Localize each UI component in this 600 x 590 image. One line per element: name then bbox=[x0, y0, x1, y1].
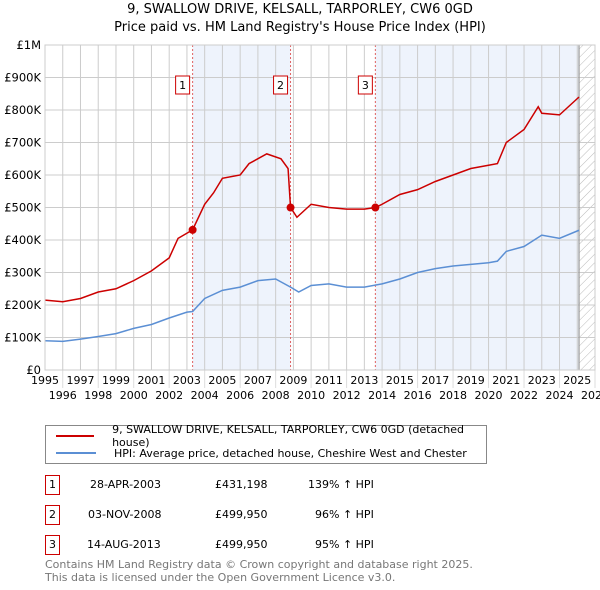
sale-label-box bbox=[273, 75, 289, 95]
y-tick-label: £800K bbox=[4, 103, 41, 117]
sale-point bbox=[286, 203, 295, 212]
sale-price: £499,950 bbox=[215, 508, 268, 521]
y-tick-label: £1M bbox=[16, 38, 41, 52]
x-tick-label: 2004 bbox=[191, 389, 219, 402]
series-line bbox=[44, 96, 580, 303]
x-tick-label: 1996 bbox=[49, 389, 77, 402]
x-tick-label: 2003 bbox=[173, 374, 201, 387]
legend-item-hpi: HPI: Average price, detached house, Ches… bbox=[46, 445, 467, 461]
footer: Contains HM Land Registry data © Crown c… bbox=[45, 558, 473, 584]
x-tick-label: 2007 bbox=[244, 374, 272, 387]
chart-title: 9, SWALLOW DRIVE, KELSALL, TARPORLEY, CW… bbox=[127, 2, 473, 17]
x-tick-label: 2021 bbox=[492, 374, 520, 387]
x-tick-label: 1997 bbox=[66, 374, 94, 387]
footer-line: This data is licensed under the Open Gov… bbox=[45, 571, 396, 584]
table-row: 2 03-NOV-2008 £499,950 96% ↑ HPI bbox=[45, 505, 485, 525]
y-tick-label: £200K bbox=[4, 298, 41, 312]
x-tick-label: 2002 bbox=[155, 389, 183, 402]
sale-point bbox=[188, 225, 197, 234]
sale-marker: 3 bbox=[45, 535, 60, 555]
x-tick-label: 2015 bbox=[386, 374, 414, 387]
sale-date: 03-NOV-2008 bbox=[88, 508, 162, 521]
chart-subtitle: Price paid vs. HM Land Registry's House … bbox=[114, 20, 486, 35]
sale-hpi: 139% ↑ HPI bbox=[308, 478, 374, 491]
sale-label: 2 bbox=[277, 79, 284, 92]
x-tick-label: 2019 bbox=[457, 374, 485, 387]
y-tick-label: £600K bbox=[4, 168, 41, 182]
x-tick-label: 2023 bbox=[528, 374, 556, 387]
legend-item-property: 9, SWALLOW DRIVE, KELSALL, TARPORLEY, CW… bbox=[46, 423, 486, 449]
x-tick-label: 2008 bbox=[262, 389, 290, 402]
sale-price: £431,198 bbox=[215, 478, 268, 491]
y-tick-label: £300K bbox=[4, 266, 41, 280]
sale-hpi: 96% ↑ HPI bbox=[315, 508, 374, 521]
x-tick-label: 2006 bbox=[226, 389, 254, 402]
x-tick-label: 2000 bbox=[120, 389, 148, 402]
x-tick-label: 2014 bbox=[368, 389, 396, 402]
x-tick-label: 2005 bbox=[208, 374, 236, 387]
x-tick-label: 2017 bbox=[421, 374, 449, 387]
sale-label: 3 bbox=[362, 79, 369, 92]
sale-label-box bbox=[175, 75, 191, 95]
table-row: 1 28-APR-2003 £431,198 139% ↑ HPI bbox=[45, 475, 485, 495]
x-tick-label: 2012 bbox=[333, 389, 361, 402]
x-tick-label: 2010 bbox=[297, 389, 325, 402]
y-tick-label: £900K bbox=[4, 71, 41, 85]
x-tick-label: 1998 bbox=[84, 389, 112, 402]
x-tick-label: 2011 bbox=[315, 374, 343, 387]
sale-label: 1 bbox=[179, 79, 186, 92]
sale-date: 28-APR-2003 bbox=[90, 478, 162, 491]
legend-swatch-blue bbox=[56, 452, 96, 454]
x-tick-label: 2013 bbox=[350, 374, 378, 387]
sale-label-box bbox=[357, 75, 373, 95]
x-tick-label: 2001 bbox=[137, 374, 165, 387]
y-tick-label: £700K bbox=[4, 136, 41, 150]
sale-hpi: 95% ↑ HPI bbox=[315, 538, 374, 551]
legend-swatch-red bbox=[56, 435, 95, 437]
x-tick-label: 2009 bbox=[279, 374, 307, 387]
legend: 9, SWALLOW DRIVE, KELSALL, TARPORLEY, CW… bbox=[45, 423, 487, 464]
footer-line: Contains HM Land Registry data © Crown c… bbox=[45, 558, 473, 571]
price-chart: 1995 1996 1997 1998 1999 2000 2001 2002 2003 2004… bbox=[4, 38, 600, 402]
legend-label: HPI: Average price, detached house, Ches… bbox=[114, 446, 467, 460]
y-tick-label: £0 bbox=[26, 363, 41, 377]
table-row: 3 14-AUG-2013 £499,950 95% ↑ HPI bbox=[45, 535, 485, 555]
y-tick-label: £100K bbox=[4, 331, 41, 345]
sale-date: 14-AUG-2013 bbox=[87, 538, 161, 551]
x-tick-label: 2020 bbox=[475, 389, 503, 402]
x-tick-label: 2024 bbox=[546, 389, 574, 402]
x-tick-label: 2016 bbox=[404, 389, 432, 402]
x-tick-label: 2018 bbox=[439, 389, 467, 402]
x-tick-label: 2026 bbox=[581, 389, 600, 402]
y-tick-label: £400K bbox=[4, 233, 41, 247]
plot-border bbox=[44, 44, 596, 371]
sale-point bbox=[371, 203, 380, 212]
x-tick-label: 1999 bbox=[102, 374, 130, 387]
x-tick-label: 1995 bbox=[31, 374, 59, 387]
sale-marker: 2 bbox=[45, 505, 60, 525]
x-tick-label: 2025 bbox=[563, 374, 591, 387]
sale-price: £499,950 bbox=[215, 538, 268, 551]
legend-label: 9, SWALLOW DRIVE, KELSALL, TARPORLEY, CW… bbox=[112, 423, 464, 449]
sale-marker: 1 bbox=[45, 475, 60, 495]
y-tick-label: £500K bbox=[4, 201, 41, 215]
x-tick-label: 2022 bbox=[510, 389, 538, 402]
series-line bbox=[44, 229, 580, 343]
